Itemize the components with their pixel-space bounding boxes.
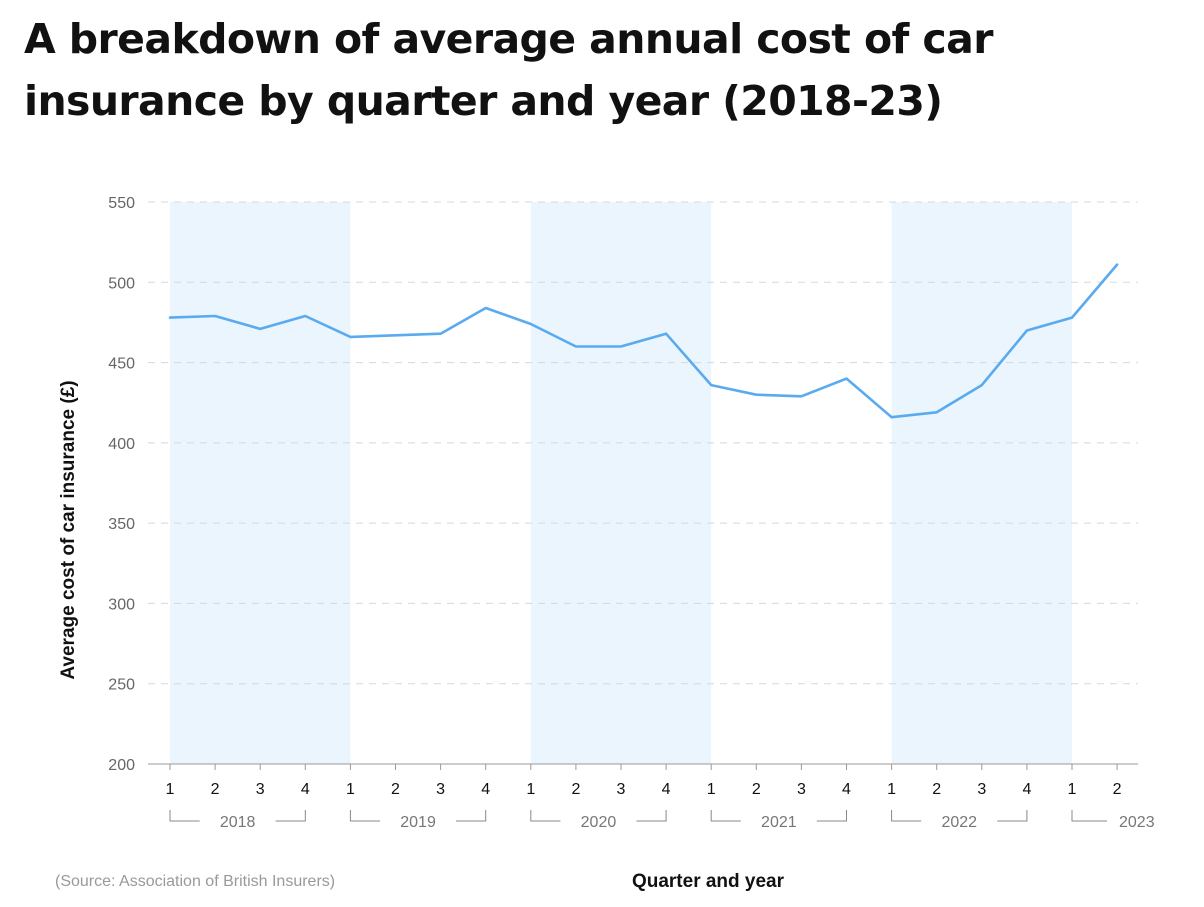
year-label-2020: 2020 — [581, 814, 617, 831]
x-axis: 1 2 3 4 1 2 3 4 1 2 3 4 1 2 3 4 1 2 3 4 1 2 — [148, 763, 1138, 798]
year-label-2023: 2023 — [1119, 814, 1155, 831]
x-tick-label: 1 — [526, 781, 535, 798]
x-tick-label: 2 — [1113, 781, 1122, 798]
x-tick-label: 3 — [797, 781, 806, 798]
chart-title: A breakdown of average annual cost of ca… — [24, 15, 993, 125]
year-band-2020 — [530, 202, 712, 764]
y-tick-label: 350 — [108, 516, 135, 533]
y-tick-label: 400 — [108, 436, 135, 453]
x-tick-label: 3 — [436, 781, 445, 798]
y-tick-label: 200 — [108, 757, 135, 774]
x-tick-label: 3 — [617, 781, 626, 798]
year-bracket-2018 — [169, 810, 306, 822]
year-label-2018: 2018 — [220, 814, 256, 831]
year-bracket-2022 — [891, 810, 1028, 822]
y-tick-label: 300 — [108, 596, 135, 613]
y-tick-label: 550 — [108, 195, 135, 212]
x-tick-label: 3 — [256, 781, 265, 798]
year-bands — [170, 202, 1072, 764]
year-bracket-2023 — [1071, 810, 1107, 822]
x-tick-label: 2 — [932, 781, 941, 798]
series-lines — [168, 263, 1119, 419]
x-axis-label: Quarter and year — [632, 871, 785, 892]
year-band-2018 — [170, 202, 351, 764]
x-tick-label: 4 — [662, 781, 671, 798]
source-note: (Source: Association of British Insurers… — [55, 873, 335, 890]
x-tick-label: 4 — [842, 781, 851, 798]
x-tick-label: 1 — [166, 781, 175, 798]
x-tick-label: 1 — [707, 781, 716, 798]
year-bracket-2019 — [349, 810, 487, 822]
year-label-2019: 2019 — [400, 814, 436, 831]
x-tick-label: 4 — [1022, 781, 1031, 798]
x-tick-label: 2 — [752, 781, 761, 798]
y-axis-label: Average cost of car insurance (£) — [58, 380, 79, 679]
series-line — [168, 263, 1119, 419]
y-axis-ticks: 200 250 300 350 400 450 500 550 — [108, 195, 135, 774]
year-bracket-2021 — [710, 810, 847, 822]
y-tick-label: 250 — [108, 677, 135, 694]
year-label-2021: 2021 — [761, 814, 797, 831]
x-tick-label: 2 — [211, 781, 220, 798]
year-label-2022: 2022 — [941, 814, 977, 831]
x-tick-label: 2 — [571, 781, 580, 798]
x-tick-label: 4 — [481, 781, 490, 798]
year-band-2022 — [891, 202, 1072, 764]
year-bracket-2020 — [530, 810, 667, 822]
x-tick-label: 4 — [301, 781, 310, 798]
y-tick-label: 450 — [108, 356, 135, 373]
x-tick-label: 1 — [346, 781, 355, 798]
x-tick-label: 1 — [1068, 781, 1077, 798]
gridlines — [148, 201, 1138, 685]
y-tick-label: 500 — [108, 275, 135, 292]
x-tick-label: 1 — [887, 781, 896, 798]
x-tick-label: 3 — [977, 781, 986, 798]
year-labels: 2018 2019 2020 2021 2022 2023 — [169, 810, 1155, 831]
x-tick-label: 2 — [391, 781, 400, 798]
